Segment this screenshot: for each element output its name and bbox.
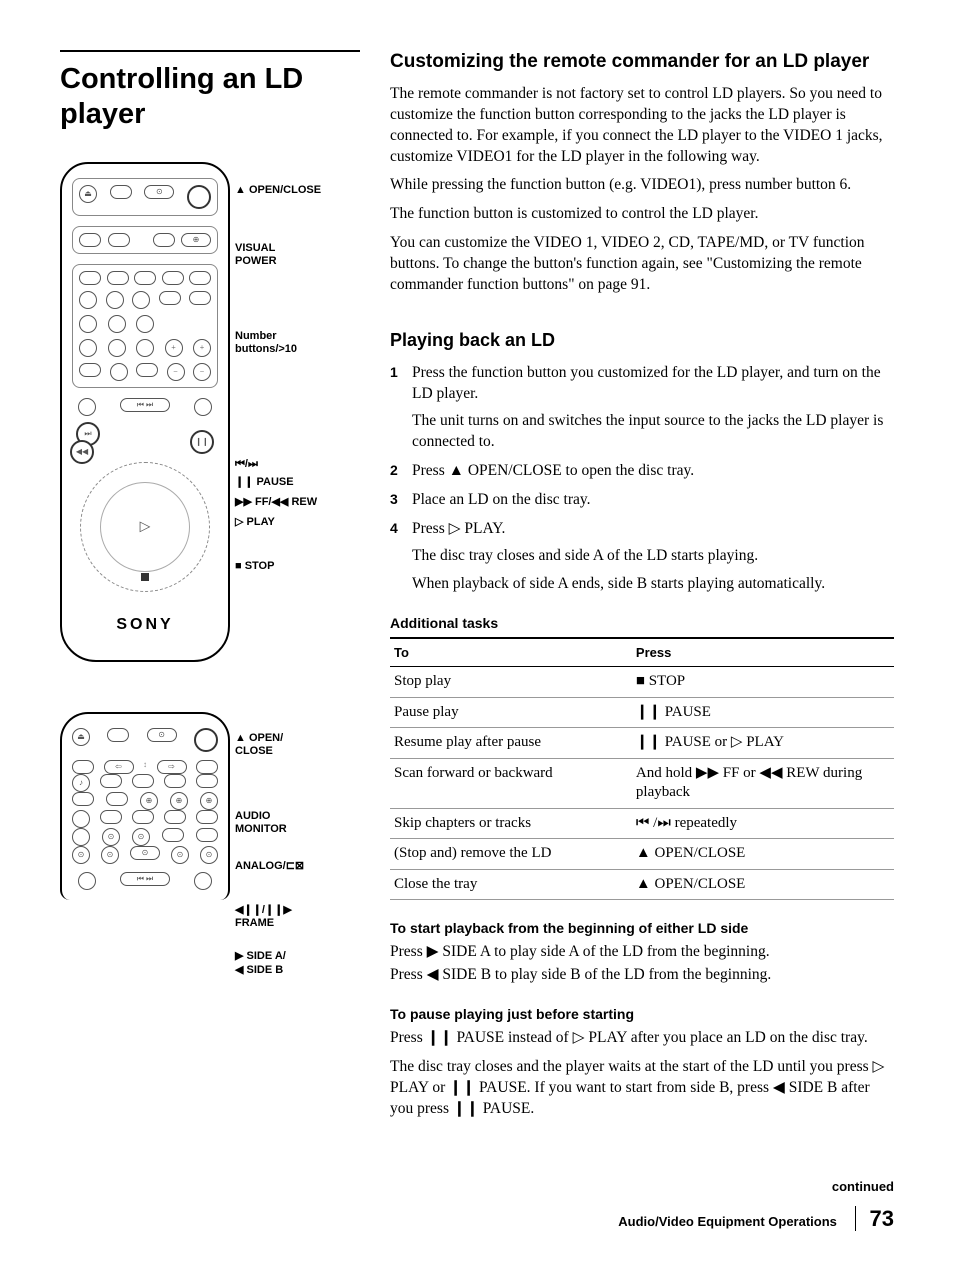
table-row: Scan forward or backwardAnd hold ▶▶ FF o… xyxy=(390,758,894,808)
table-row: Pause play❙❙ PAUSE xyxy=(390,697,894,728)
step-text: Press the function button you customized… xyxy=(412,364,881,402)
step-sub2: When playback of side A ends, side B sta… xyxy=(412,574,894,595)
table-row: Close the tray▲ OPEN/CLOSE xyxy=(390,869,894,900)
page-number: 73 xyxy=(855,1206,894,1231)
step-sub: The unit turns on and switches the input… xyxy=(412,411,894,453)
remote-diagram-1: ⏏⊙ ⊕ ++ −− ⏮ ⏭ xyxy=(60,162,360,662)
callout2-frame: ◀❙❙/❙❙▶ FRAME xyxy=(235,904,315,930)
remote-diagram-2: ⏏⊙ ⇦↕⇨ ♪ ⊕⊕⊕ ⊙⊙ ⊙⊙⊙⊙⊙ ⏮ ⏭ ▲ O xyxy=(60,712,360,900)
continued-label: continued xyxy=(832,1179,894,1194)
callout2-audio-monitor: AUDIO MONITOR xyxy=(235,810,305,836)
side-playback-heading: To start playback from the beginning of … xyxy=(390,920,894,936)
step-sub: The disc tray closes and side A of the L… xyxy=(412,546,894,567)
playing-steps: 1 Press the function button you customiz… xyxy=(390,363,894,595)
callout2-side-b: ◀ SIDE B xyxy=(235,964,283,977)
tasks-col-to: To xyxy=(390,638,632,667)
callout2-side-a: ▶ SIDE A/ xyxy=(235,950,286,963)
callout-ff-rew: ▶▶ FF/◀◀ REW xyxy=(235,496,317,509)
playing-heading: Playing back an LD xyxy=(390,330,894,351)
pause-before-heading: To pause playing just before starting xyxy=(390,1006,894,1022)
callout-pause: ❙❙ PAUSE xyxy=(235,476,294,489)
tasks-heading: Additional tasks xyxy=(390,615,894,631)
callout-visual-power: VISUAL POWER xyxy=(235,242,295,268)
step-num: 4 xyxy=(390,519,398,538)
callout2-analog: ANALOG/⊏⊠ xyxy=(235,860,304,873)
table-row: Skip chapters or tracks⏮ /⏭ repeatedly xyxy=(390,808,894,839)
callout-stop: ■ STOP xyxy=(235,560,274,573)
table-row: Resume play after pause❙❙ PAUSE or ▷ PLA… xyxy=(390,728,894,759)
customizing-p1: The remote commander is not factory set … xyxy=(390,84,894,168)
step-num: 1 xyxy=(390,363,398,382)
table-row: Stop play■ STOP xyxy=(390,667,894,698)
customizing-heading: Customizing the remote commander for an … xyxy=(390,50,894,74)
side-playback-p1: Press ▶ SIDE A to play side A of the LD … xyxy=(390,942,894,963)
callout-number: Number buttons/>10 xyxy=(235,330,315,356)
tasks-col-press: Press xyxy=(632,638,894,667)
step-num: 3 xyxy=(390,490,398,509)
step-text: Press ▷ PLAY. xyxy=(412,520,505,537)
page-footer: Audio/Video Equipment Operations 73 xyxy=(618,1206,894,1232)
pause-before-p2: The disc tray closes and the player wait… xyxy=(390,1057,894,1120)
customizing-p3: The function button is customized to con… xyxy=(390,204,894,225)
customizing-p4: You can customize the VIDEO 1, VIDEO 2, … xyxy=(390,233,894,296)
callout-open-close: ▲ OPEN/CLOSE xyxy=(235,184,321,197)
step-text: Place an LD on the disc tray. xyxy=(412,491,590,508)
pause-before-p1: Press ❙❙ PAUSE instead of ▷ PLAY after y… xyxy=(390,1028,894,1049)
table-row: (Stop and) remove the LD▲ OPEN/CLOSE xyxy=(390,839,894,870)
step-text: Press ▲ OPEN/CLOSE to open the disc tray… xyxy=(412,462,694,479)
side-playback-p2: Press ◀ SIDE B to play side B of the LD … xyxy=(390,965,894,986)
callout-prev-next: ⏮/⏭ xyxy=(235,458,258,471)
step-num: 2 xyxy=(390,461,398,480)
customizing-p2: While pressing the function button (e.g.… xyxy=(390,175,894,196)
callout-play: ▷ PLAY xyxy=(235,516,275,529)
section-title: Controlling an LD player xyxy=(60,62,360,132)
footer-section-label: Audio/Video Equipment Operations xyxy=(618,1214,837,1229)
tasks-table: To Press Stop play■ STOP Pause play❙❙ PA… xyxy=(390,637,894,900)
brand-label: SONY xyxy=(72,616,218,634)
callout2-open-close: ▲ OPEN/ CLOSE xyxy=(235,732,285,758)
